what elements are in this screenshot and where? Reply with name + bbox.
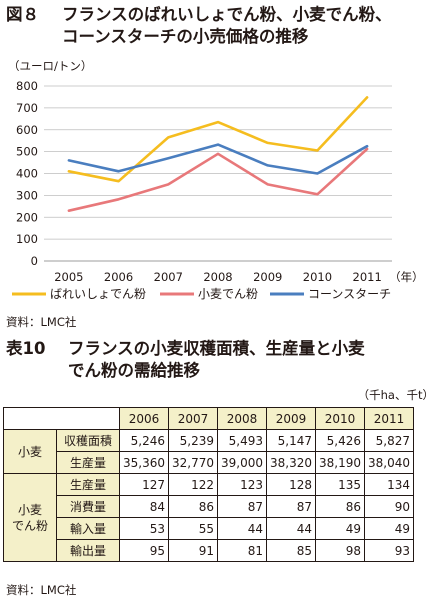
y-tick-label: 300: [16, 188, 38, 202]
table-cell: 53: [119, 517, 169, 540]
table-cell: 5,246: [119, 429, 169, 452]
table-title-line2: でん粉の需給推移: [68, 361, 200, 380]
y-tick-label: 600: [16, 123, 38, 137]
row-label: 輸出量: [56, 539, 120, 562]
table-cell: 95: [119, 539, 169, 562]
y-tick-label: 200: [16, 210, 38, 224]
year-header: 2006: [119, 407, 169, 430]
line-chart: （ユーロ/トン） 0 100 200 300 400 500 600 700 800 2005 200…: [8, 59, 424, 301]
x-tick-label: 2009: [253, 270, 282, 284]
table-cell: 5,147: [266, 429, 316, 452]
table-cell: 86: [315, 495, 365, 518]
table-cell: 87: [266, 495, 316, 518]
legend-label: コーンスターチ: [308, 287, 391, 301]
year-header: 2009: [266, 407, 316, 430]
supply-demand-table: 2006 2007 2008 2009 2010 2011 小麦 収穫面積 5,246 5,239…: [3, 407, 414, 562]
table-row: 消費量 84 86 87 87 86 90: [4, 495, 414, 518]
year-header: 2007: [168, 407, 218, 430]
group-label: 小麦: [3, 429, 57, 474]
figure-title-line2: コーンスターチの小売価格の推移: [62, 27, 309, 46]
table-cell: 38,040: [364, 451, 414, 474]
table-title: 表10 フランスの小麦収穫面積、生産量と小麦 でん粉の需給推移: [6, 338, 438, 382]
table-cell: 128: [266, 473, 316, 496]
table-title-line1: フランスの小麦収穫面積、生産量と小麦: [68, 339, 365, 358]
row-label: 輸入量: [56, 517, 120, 540]
figure-title: 図８ フランスのばれいしょでん粉、小麦でん粉、 コーンスターチの小売価格の推移: [6, 4, 438, 48]
table-cell: 49: [315, 517, 365, 540]
table-cell: 44: [266, 517, 316, 540]
table-row: 小麦 でん粉 生産量 127 122 123 128 135 134: [3, 473, 414, 562]
series-line-3: [67, 143, 369, 175]
table-cell: 135: [315, 473, 365, 496]
table-header-row: 2006 2007 2008 2009 2010 2011: [3, 407, 414, 430]
table-unit: （千ha、千t）: [357, 388, 434, 402]
figure-number: 図８: [6, 5, 39, 24]
table-cell: 55: [168, 517, 218, 540]
table-cell: 38,320: [266, 451, 316, 474]
row-label: 消費量: [56, 495, 120, 518]
table-cell: 98: [315, 539, 365, 562]
table-number: 表10: [6, 339, 46, 358]
table-row: 輸入量 53 55 44 44 49 49: [4, 517, 414, 540]
table-row: 輸出量 95 91 81 85 98 93: [4, 539, 414, 562]
table-cell: 5,239: [168, 429, 218, 452]
table-source: 資料：LMC社: [6, 583, 77, 597]
table-cell: 44: [217, 517, 267, 540]
y-axis-label: （ユーロ/トン）: [8, 59, 92, 73]
table-row: 生産量 35,360 32,770 39,000 38,320 38,190 38,040: [4, 451, 414, 474]
y-tick-label: 800: [16, 79, 38, 93]
table-cell: 39,000: [217, 451, 267, 474]
table-cell: 5,493: [217, 429, 267, 452]
table-cell: 32,770: [168, 451, 218, 474]
year-header: 2011: [364, 407, 414, 430]
table-cell: 123: [217, 473, 267, 496]
x-tick-label: 2008: [203, 270, 232, 284]
table-cell: 127: [119, 473, 169, 496]
table-cell: 122: [168, 473, 218, 496]
figure-source: 資料：LMC社: [6, 315, 77, 329]
y-tick-label: 700: [16, 101, 38, 115]
x-axis-unit-label: （年）: [389, 270, 424, 284]
legend-label: ばれいしょでん粉: [50, 287, 146, 301]
table-row: 小麦 収穫面積 5,246 5,239 5,493 5,147 5,426 5,827: [3, 429, 414, 474]
legend-label: 小麦でん粉: [198, 287, 258, 301]
year-header: 2010: [315, 407, 365, 430]
table-cell: 93: [364, 539, 414, 562]
table-cell: 86: [168, 495, 218, 518]
y-tick-label: 400: [16, 167, 38, 181]
table-cell: 38,190: [315, 451, 365, 474]
table-cell: 90: [364, 495, 414, 518]
series-line-2: [67, 147, 369, 212]
x-tick-label: 2005: [54, 270, 83, 284]
x-tick-label: 2011: [353, 270, 382, 284]
table-cell: 85: [266, 539, 316, 562]
series-line-1: [67, 96, 369, 183]
table-cell: 5,426: [315, 429, 365, 452]
x-tick-label: 2006: [104, 270, 133, 284]
group-label: 小麦 でん粉: [3, 473, 57, 562]
table-cell: 91: [168, 539, 218, 562]
y-tick-label: 100: [16, 232, 38, 246]
y-tick-label: 0: [31, 254, 38, 268]
table-cell: 84: [119, 495, 169, 518]
table-cell: 49: [364, 517, 414, 540]
row-label: 収穫面積: [56, 429, 120, 452]
figure-title-line1: フランスのばれいしょでん粉、小麦でん粉、: [62, 5, 392, 24]
y-tick-label: 500: [16, 145, 38, 159]
x-tick-label: 2010: [303, 270, 332, 284]
table-cell: 35,360: [119, 451, 169, 474]
row-label: 生産量: [56, 473, 120, 496]
table-cell: 134: [364, 473, 414, 496]
year-header: 2008: [217, 407, 267, 430]
row-label: 生産量: [56, 451, 120, 474]
x-tick-label: 2007: [154, 270, 183, 284]
table-cell: 87: [217, 495, 267, 518]
table-cell: 81: [217, 539, 267, 562]
table-corner: [3, 407, 120, 430]
table-cell: 5,827: [364, 429, 414, 452]
